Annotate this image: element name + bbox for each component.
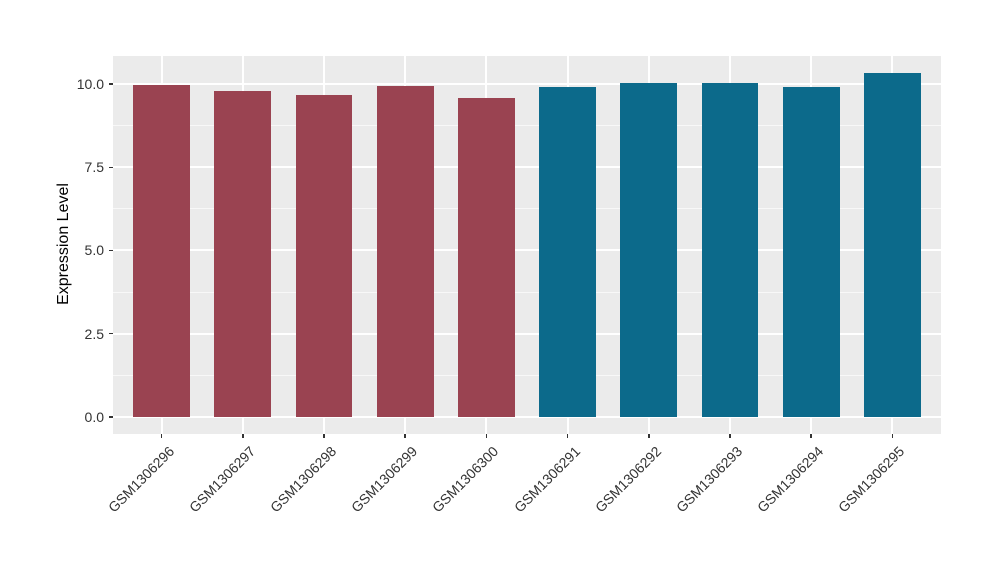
bar-GSM1306291 xyxy=(539,87,596,417)
x-tick-label-GSM1306293: GSM1306293 xyxy=(672,443,746,516)
x-tick-label-GSM1306298: GSM1306298 xyxy=(266,443,340,516)
bar-GSM1306297 xyxy=(214,91,272,417)
y-gridline-minor xyxy=(113,125,941,127)
x-tick-label-GSM1306294: GSM1306294 xyxy=(754,443,827,516)
x-tick-label-GSM1306300: GSM1306300 xyxy=(429,443,502,516)
y-gridline-minor xyxy=(113,208,941,210)
bar-GSM1306293 xyxy=(701,83,759,417)
x-tick-label-GSM1306299: GSM1306299 xyxy=(348,443,421,516)
bar-GSM1306292 xyxy=(620,83,678,417)
y-tick-label: 2.5 xyxy=(84,325,104,342)
y-tick-label: 10.0 xyxy=(76,76,104,93)
bar-GSM1306294 xyxy=(782,87,840,417)
y-tick-label: 7.5 xyxy=(84,159,104,176)
x-tick-label-GSM1306291: GSM1306291 xyxy=(510,443,583,516)
x-tick-mark xyxy=(891,434,894,438)
y-gridline-major xyxy=(113,166,941,169)
x-tick-mark xyxy=(323,434,325,438)
y-gridline-minor xyxy=(113,374,941,376)
x-tick-mark xyxy=(160,434,163,438)
bar-GSM1306300 xyxy=(458,98,515,417)
y-tick-mark xyxy=(109,416,113,418)
y-gridline-major xyxy=(113,83,941,86)
y-tick-mark xyxy=(109,83,113,85)
y-tick-mark xyxy=(109,166,113,169)
x-tick-label-GSM1306295: GSM1306295 xyxy=(835,443,908,516)
y-gridline-major xyxy=(113,415,941,418)
x-tick-label-GSM1306296: GSM1306296 xyxy=(104,443,178,516)
x-tick-mark xyxy=(404,434,406,438)
x-tick-label-GSM1306297: GSM1306297 xyxy=(185,443,259,516)
x-tick-mark xyxy=(566,434,569,438)
bar-GSM1306295 xyxy=(863,73,921,417)
y-tick-label: 5.0 xyxy=(84,242,104,259)
bar-GSM1306298 xyxy=(295,95,353,417)
plot-panel xyxy=(113,56,941,434)
bar-GSM1306296 xyxy=(133,85,191,417)
x-tick-mark xyxy=(729,434,731,438)
y-tick-mark xyxy=(109,249,113,252)
y-tick-mark xyxy=(109,332,113,335)
y-gridline-major xyxy=(113,249,941,252)
bar-GSM1306299 xyxy=(376,86,434,417)
y-gridline-major xyxy=(113,332,941,335)
y-tick-label: 0.0 xyxy=(84,408,104,425)
x-tick-mark xyxy=(648,434,650,438)
x-tick-mark xyxy=(485,434,488,438)
x-tick-mark xyxy=(810,434,812,438)
x-tick-label-GSM1306292: GSM1306292 xyxy=(591,443,665,516)
x-tick-mark xyxy=(242,434,244,438)
y-gridline-minor xyxy=(113,291,941,293)
